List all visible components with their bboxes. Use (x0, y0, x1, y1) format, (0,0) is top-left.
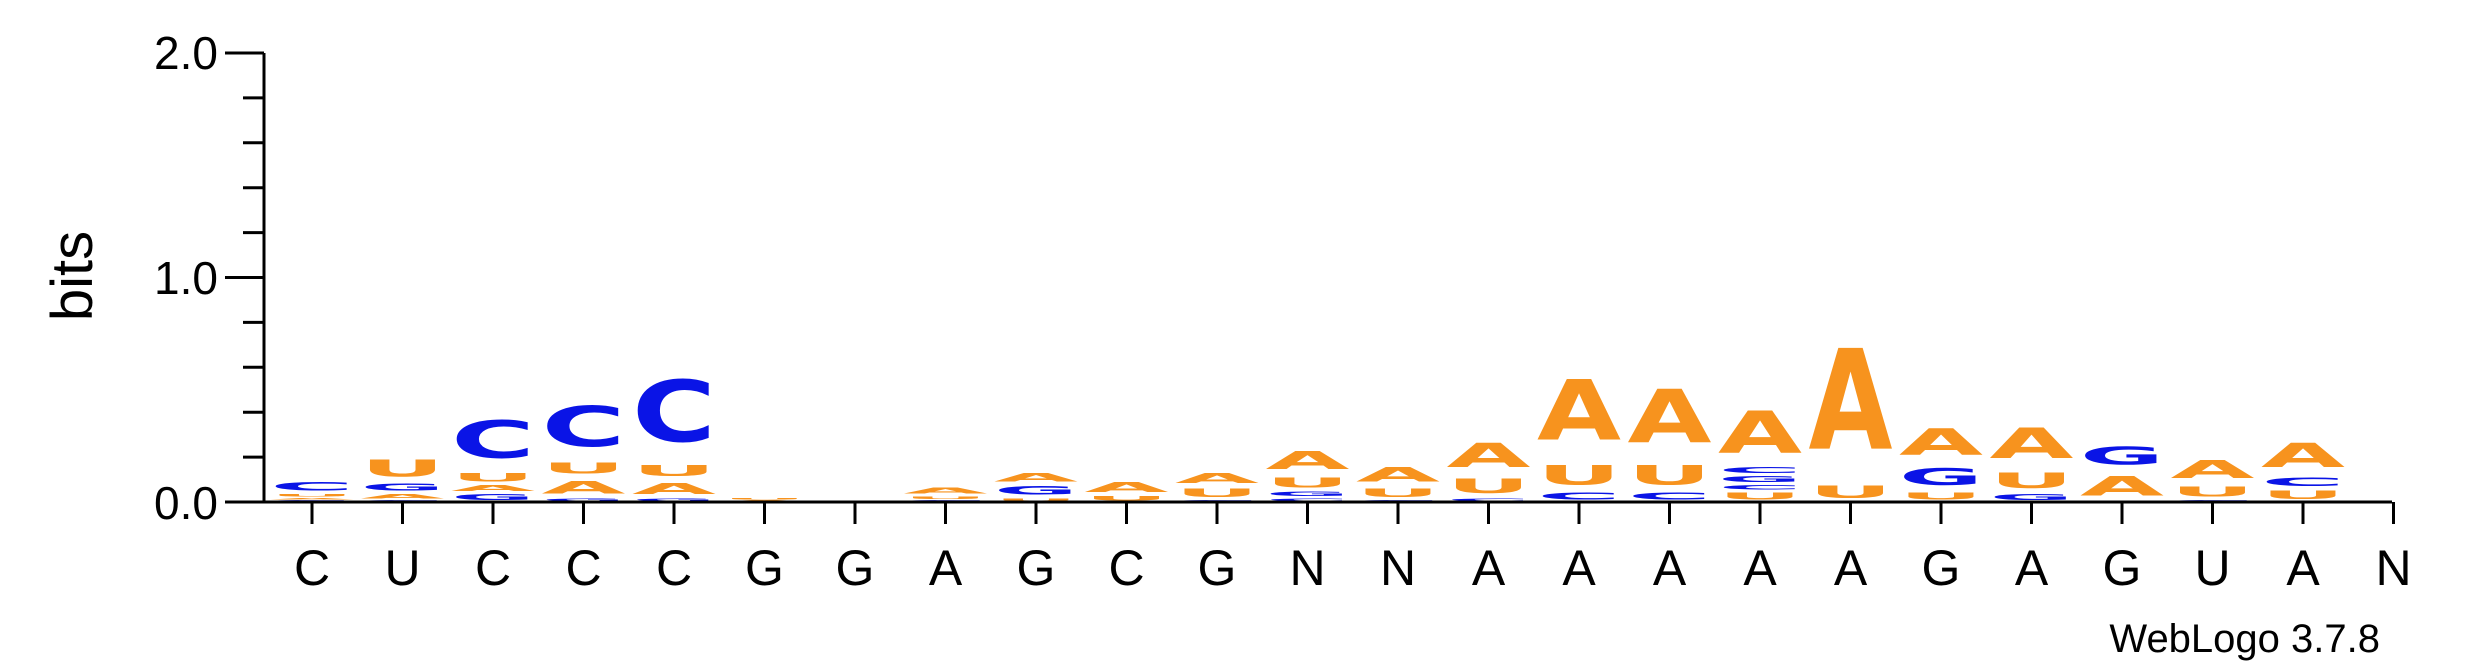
logo-glyph-A: A (1085, 480, 1169, 496)
x-tick-label: A (1834, 540, 1868, 596)
y-tick-label-2: 2.0 (154, 27, 218, 79)
logo-glyph-G: G (632, 498, 716, 502)
x-tick-label: G (1198, 540, 1237, 596)
logo-glyph-U: U (632, 462, 716, 480)
x-tick-label: N (2375, 540, 2411, 596)
x-tick-label: G (2103, 540, 2142, 596)
logo-glyph-G: G (361, 482, 445, 493)
logo-glyph-A: A (1899, 422, 1983, 464)
x-tick-label: G (745, 540, 784, 596)
logo-glyph-U: U (2171, 484, 2255, 499)
logo-glyph-U: U (2261, 489, 2345, 502)
logo-glyph-C: C (542, 395, 626, 460)
logo-glyph-C: C (1628, 491, 1712, 502)
x-tick-label: A (1743, 540, 1777, 596)
logo-glyph-G: G (1718, 475, 1802, 484)
logo-glyphs: GAUCCAGUGAUCGAUCGAUCAUCCUAUGAUACUACGUACU… (270, 322, 2345, 502)
logo-glyph-U: U (994, 498, 1078, 502)
weblogo-credit: WebLogo 3.7.8 (2109, 617, 2380, 661)
logo-glyph-U: U (451, 471, 535, 484)
y-tick-label-1: 1.0 (154, 252, 218, 304)
logo-glyph-A: A (270, 498, 355, 500)
x-tick-label: A (1472, 540, 1506, 596)
logo-glyph-A: A (2080, 471, 2164, 502)
x-tick-label: U (2194, 540, 2230, 596)
logo-glyph-G: G (994, 484, 1078, 497)
logo-glyph-U: U (1537, 459, 1621, 490)
logo-glyph-A: A (2171, 455, 2255, 484)
x-tick-label: N (1380, 540, 1416, 596)
logo-glyph-U: U (1990, 468, 2074, 493)
x-tick-label: A (929, 540, 963, 596)
y-tick-label-0: 0.0 (154, 477, 218, 529)
x-tick-label: G (836, 540, 875, 596)
logo-glyph-A: A (1628, 374, 1713, 459)
x-tick-label: U (384, 540, 420, 596)
logo-glyph-A: A (1990, 420, 2074, 469)
x-tick-label: C (565, 540, 601, 596)
logo-glyph-A: A (1809, 322, 1893, 482)
logo-glyph-A: A (632, 480, 716, 498)
logo-glyph-U: U (1899, 491, 1983, 502)
logo-glyph-G: G (1990, 493, 2074, 502)
y-axis-label: bits (40, 231, 105, 321)
logo-glyph-U: U (1628, 459, 1712, 490)
logo-glyph-U: U (1447, 475, 1531, 497)
logo-glyph-A: A (994, 471, 1078, 484)
logo-glyph-A: A (542, 478, 626, 498)
logo-glyph-A: A (451, 484, 536, 493)
x-tick-label: G (1922, 540, 1961, 596)
logo-glyph-U: U (361, 455, 445, 482)
logo-glyph-G: G (1899, 464, 1983, 491)
logo-glyph-C: C (2261, 475, 2345, 488)
logo-glyph-U: U (723, 498, 807, 500)
x-tick-label: A (2286, 540, 2320, 596)
logo-glyph-G: G (451, 493, 535, 502)
logo-glyph-U: U (1175, 487, 1259, 500)
logo-glyph-C: C (270, 480, 354, 493)
logo-glyph-A: A (904, 486, 989, 495)
logo-glyph-G: G (2080, 441, 2164, 470)
logo-glyph-A: A (1537, 363, 1621, 459)
logo-glyph-U: U (1718, 491, 1802, 502)
logo-glyph-U: U (904, 495, 988, 499)
logo-glyph-U: U (542, 460, 626, 478)
logo-glyph-C: C (1447, 498, 1531, 502)
logo-glyph-A: A (361, 493, 446, 500)
logo-glyph-A: A (1266, 446, 1350, 475)
logo-glyph-U: U (1356, 487, 1440, 500)
logo-glyph-U: U (1266, 475, 1350, 490)
logo-glyph-U: U (1085, 495, 1169, 502)
logo-glyph-C: C (1718, 484, 1802, 491)
logo-glyph-U: U (1809, 482, 1893, 502)
logo-glyph-C: C (1537, 491, 1621, 502)
logo-glyph-C: C (1266, 498, 1350, 502)
logo-glyph-G: G (542, 498, 626, 502)
x-tick-label: A (2015, 540, 2049, 596)
logo-glyph-C: C (632, 363, 716, 461)
x-tick-label: C (294, 540, 330, 596)
logo-glyph-U: U (270, 493, 354, 497)
logo-glyph-A: A (1175, 471, 1259, 487)
x-tick-label: A (1653, 540, 1687, 596)
y-ticks (225, 51, 264, 504)
x-tick-label: C (656, 540, 692, 596)
x-tick-label: C (475, 540, 511, 596)
logo-glyph-C: C (451, 410, 535, 470)
x-tick-label: A (1562, 540, 1596, 596)
x-tick-label: N (1289, 540, 1325, 596)
x-tick-label: G (1017, 540, 1056, 596)
logo-glyph-A: A (1718, 399, 1802, 466)
logo-glyph-C: C (1718, 466, 1802, 475)
x-tick-label: C (1108, 540, 1144, 596)
logo-glyph-A: A (1356, 464, 1440, 486)
logo-glyph-G: G (1266, 491, 1350, 498)
logo-glyph-A: A (2261, 437, 2345, 475)
x-ticks (310, 502, 2395, 524)
logo-glyph-A: A (1447, 437, 1531, 475)
